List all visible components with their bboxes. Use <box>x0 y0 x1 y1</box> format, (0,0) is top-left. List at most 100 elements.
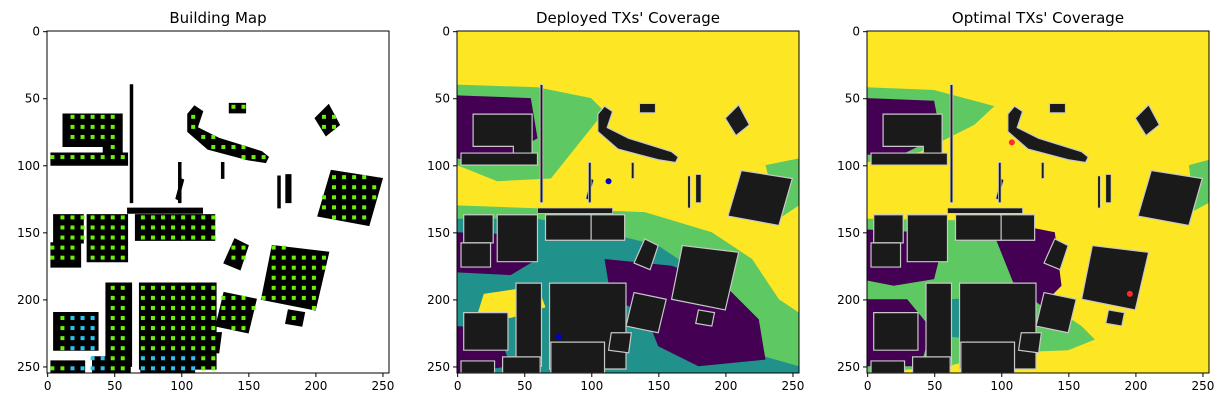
receiver-marker <box>271 295 276 300</box>
receiver-marker <box>70 155 75 160</box>
receiver-marker <box>171 366 176 371</box>
panel-optimal-coverage: Optimal TXs' Coverage 0 50 100 150 200 250 0 50… <box>837 9 1214 393</box>
receiver-marker <box>150 326 155 331</box>
receiver-marker <box>311 255 316 260</box>
receiver-marker <box>211 336 216 341</box>
y-tick-label: 200 <box>17 293 40 307</box>
receiver-marker <box>110 124 115 129</box>
receiver-marker <box>120 255 125 260</box>
building-wall <box>178 162 182 204</box>
receiver-marker <box>140 225 145 230</box>
building <box>460 152 539 166</box>
receiver-marker <box>120 366 125 371</box>
receiver-marker <box>70 316 75 321</box>
receiver-marker <box>140 356 145 361</box>
coverage-region <box>604 259 766 367</box>
y-tick-label: 50 <box>25 92 40 106</box>
receiver-marker <box>181 336 186 341</box>
receiver-marker <box>362 185 367 190</box>
receiver-marker <box>201 134 206 139</box>
building-wall <box>537 207 613 214</box>
panel-deployed-coverage: Deployed TXs' Coverage 0 50 100 150 200 250 0 5… <box>427 9 804 393</box>
receiver-marker <box>301 255 306 260</box>
receiver-marker <box>211 145 216 150</box>
receiver-marker <box>60 155 65 160</box>
receiver-marker <box>100 225 105 230</box>
receiver-marker <box>311 275 316 280</box>
x-tick-label: 150 <box>237 379 260 393</box>
receiver-marker <box>372 185 377 190</box>
receiver-marker <box>70 366 75 371</box>
receiver-marker <box>201 295 206 300</box>
receiver-marker <box>161 326 166 331</box>
receiver-marker <box>301 265 306 270</box>
x-tick-label: 50 <box>107 379 122 393</box>
receiver-marker <box>231 295 236 300</box>
receiver-marker <box>150 316 155 321</box>
receiver-marker <box>110 235 115 240</box>
receiver-marker <box>211 285 216 290</box>
receiver-marker <box>80 215 85 220</box>
receiver-marker <box>321 114 326 119</box>
building-wall <box>630 162 635 179</box>
receiver-marker <box>50 366 55 371</box>
building <box>906 214 949 263</box>
building-wall <box>949 84 954 204</box>
receiver-marker <box>120 326 125 331</box>
receiver-marker <box>120 295 125 300</box>
receiver-marker <box>342 215 347 220</box>
building <box>1134 103 1161 137</box>
receiver-marker <box>321 265 326 270</box>
receiver-marker <box>191 336 196 341</box>
receiver-marker <box>201 346 206 351</box>
building <box>86 214 129 263</box>
receiver-marker <box>201 316 206 321</box>
receiver-marker <box>301 285 306 290</box>
building <box>870 242 902 268</box>
receiver-marker <box>251 155 256 160</box>
receiver-marker <box>171 316 176 321</box>
receiver-marker <box>281 255 286 260</box>
building <box>1137 169 1204 227</box>
receiver-marker <box>100 366 105 371</box>
receiver-marker <box>251 305 256 310</box>
receiver-marker <box>110 366 115 371</box>
receiver-marker <box>171 326 176 331</box>
y-tick-label: 150 <box>837 226 860 240</box>
receiver-marker <box>271 275 276 280</box>
receiver-marker <box>70 225 75 230</box>
receiver-marker <box>90 346 95 351</box>
receiver-marker <box>60 225 65 230</box>
building-wall <box>1097 175 1101 209</box>
receiver-marker <box>201 326 206 331</box>
x-tick-label: 150 <box>1057 379 1080 393</box>
y-tick-label: 0 <box>442 25 450 39</box>
building <box>1035 291 1077 334</box>
receiver-marker <box>332 205 337 210</box>
receiver-marker <box>221 316 226 321</box>
receiver-marker <box>311 265 316 270</box>
building <box>140 341 196 373</box>
building <box>1105 309 1126 327</box>
receiver-marker <box>90 155 95 160</box>
building <box>1043 238 1069 271</box>
receiver-marker <box>321 255 326 260</box>
receiver-marker <box>291 255 296 260</box>
receiver-marker <box>70 346 75 351</box>
receiver-marker <box>221 295 226 300</box>
receiver-marker <box>211 346 216 351</box>
receiver-marker <box>271 285 276 290</box>
building <box>515 282 543 367</box>
receiver-marker <box>90 366 95 371</box>
y-tick-label: 250 <box>17 360 40 374</box>
receiver-marker <box>231 305 236 310</box>
y-tick-label: 100 <box>427 159 450 173</box>
receiver-marker <box>60 346 65 351</box>
receiver-marker <box>191 316 196 321</box>
receiver-marker <box>171 235 176 240</box>
receiver-marker <box>191 356 196 361</box>
receiver-marker <box>150 295 155 300</box>
y-tick-label: 250 <box>837 360 860 374</box>
receiver-marker <box>140 326 145 331</box>
receiver-marker <box>241 295 246 300</box>
